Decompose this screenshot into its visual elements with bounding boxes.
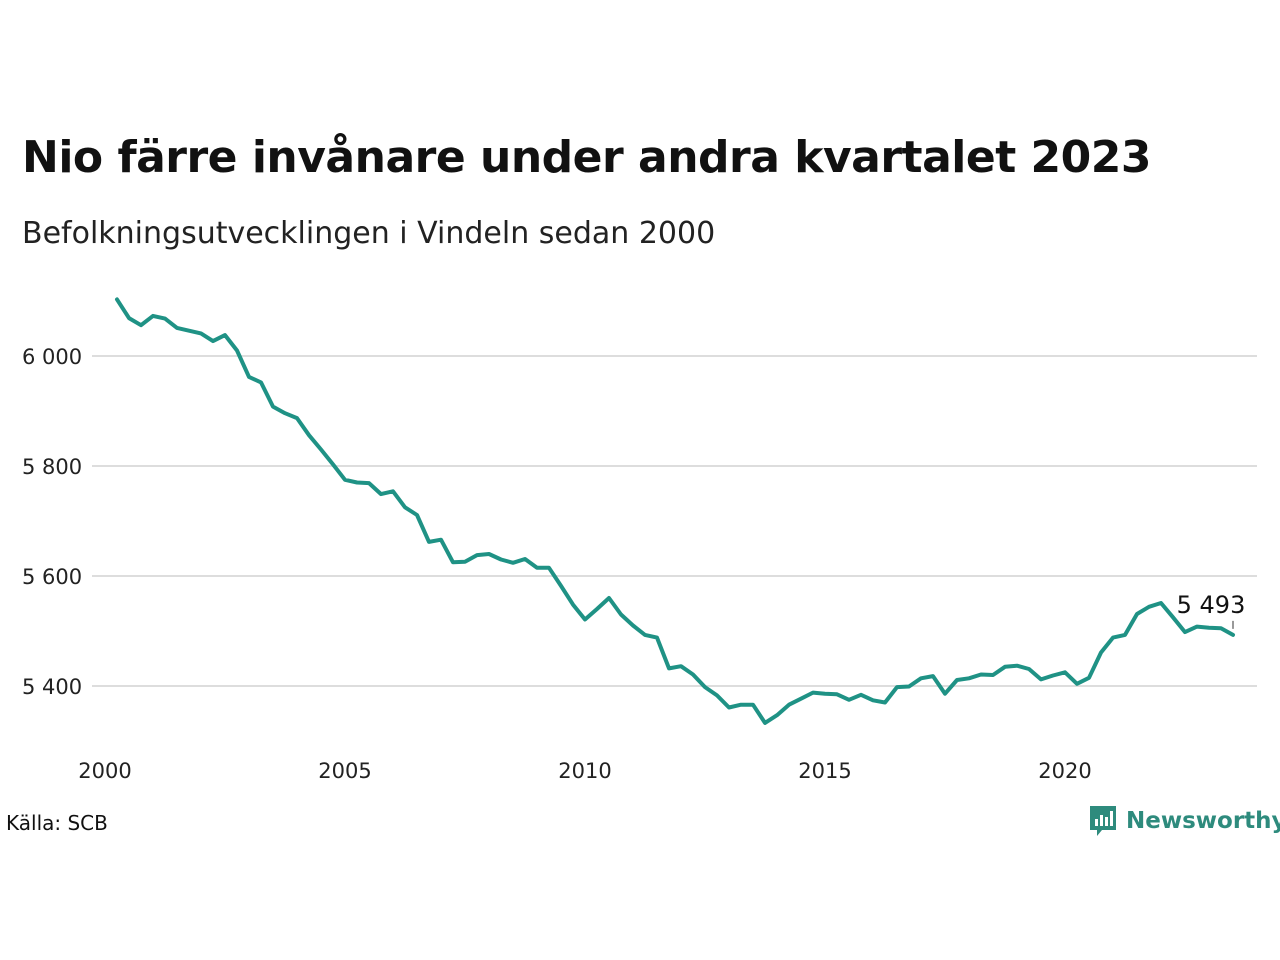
x-tick-label: 2005 bbox=[318, 759, 371, 783]
chart-subtitle: Befolkningsutvecklingen i Vindeln sedan … bbox=[22, 216, 716, 251]
chart-title: Nio färre invånare under andra kvartalet… bbox=[22, 132, 1152, 183]
gridlines bbox=[92, 355, 1257, 687]
y-axis-ticks: 5 400 5 600 5 800 6 000 bbox=[22, 345, 82, 699]
x-tick-label: 2000 bbox=[78, 759, 131, 783]
x-tick-label: 2020 bbox=[1038, 759, 1091, 783]
end-value-label: 5 493 bbox=[1177, 591, 1246, 619]
y-tick-label: 6 000 bbox=[22, 345, 82, 369]
source-note: Källa: SCB bbox=[6, 811, 108, 835]
y-tick-label: 5 800 bbox=[22, 455, 82, 479]
bar-chart-logo-icon bbox=[1090, 806, 1116, 836]
brand-logo: Newsworthy bbox=[1088, 804, 1280, 838]
line-chart: 5 400 5 600 5 800 6 000 2000 2005 2010 2015 202… bbox=[22, 297, 1257, 783]
brand-name: Newsworthy bbox=[1126, 808, 1280, 834]
y-tick-label: 5 600 bbox=[22, 565, 82, 589]
x-axis-ticks: 2000 2005 2010 2015 2020 bbox=[78, 759, 1091, 783]
population-series-line bbox=[115, 297, 1235, 725]
x-tick-label: 2010 bbox=[558, 759, 611, 783]
x-tick-label: 2015 bbox=[798, 759, 851, 783]
y-tick-label: 5 400 bbox=[22, 675, 82, 699]
